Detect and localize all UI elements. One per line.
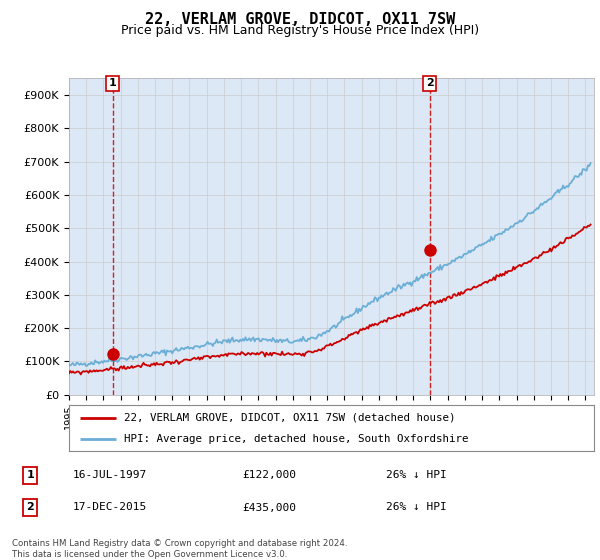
Text: 22, VERLAM GROVE, DIDCOT, OX11 7SW: 22, VERLAM GROVE, DIDCOT, OX11 7SW xyxy=(145,12,455,27)
Text: Price paid vs. HM Land Registry's House Price Index (HPI): Price paid vs. HM Land Registry's House … xyxy=(121,24,479,36)
Text: 17-DEC-2015: 17-DEC-2015 xyxy=(73,502,147,512)
Text: 16-JUL-1997: 16-JUL-1997 xyxy=(73,470,147,480)
Text: 22, VERLAM GROVE, DIDCOT, OX11 7SW (detached house): 22, VERLAM GROVE, DIDCOT, OX11 7SW (deta… xyxy=(124,413,455,423)
Text: 2: 2 xyxy=(26,502,34,512)
Text: HPI: Average price, detached house, South Oxfordshire: HPI: Average price, detached house, Sout… xyxy=(124,434,469,444)
Text: 1: 1 xyxy=(109,78,116,88)
Text: 26% ↓ HPI: 26% ↓ HPI xyxy=(386,502,447,512)
Text: Contains HM Land Registry data © Crown copyright and database right 2024.
This d: Contains HM Land Registry data © Crown c… xyxy=(12,539,347,559)
Text: £435,000: £435,000 xyxy=(242,502,296,512)
Text: 1: 1 xyxy=(26,470,34,480)
Text: 2: 2 xyxy=(426,78,434,88)
Text: £122,000: £122,000 xyxy=(242,470,296,480)
Text: 26% ↓ HPI: 26% ↓ HPI xyxy=(386,470,447,480)
